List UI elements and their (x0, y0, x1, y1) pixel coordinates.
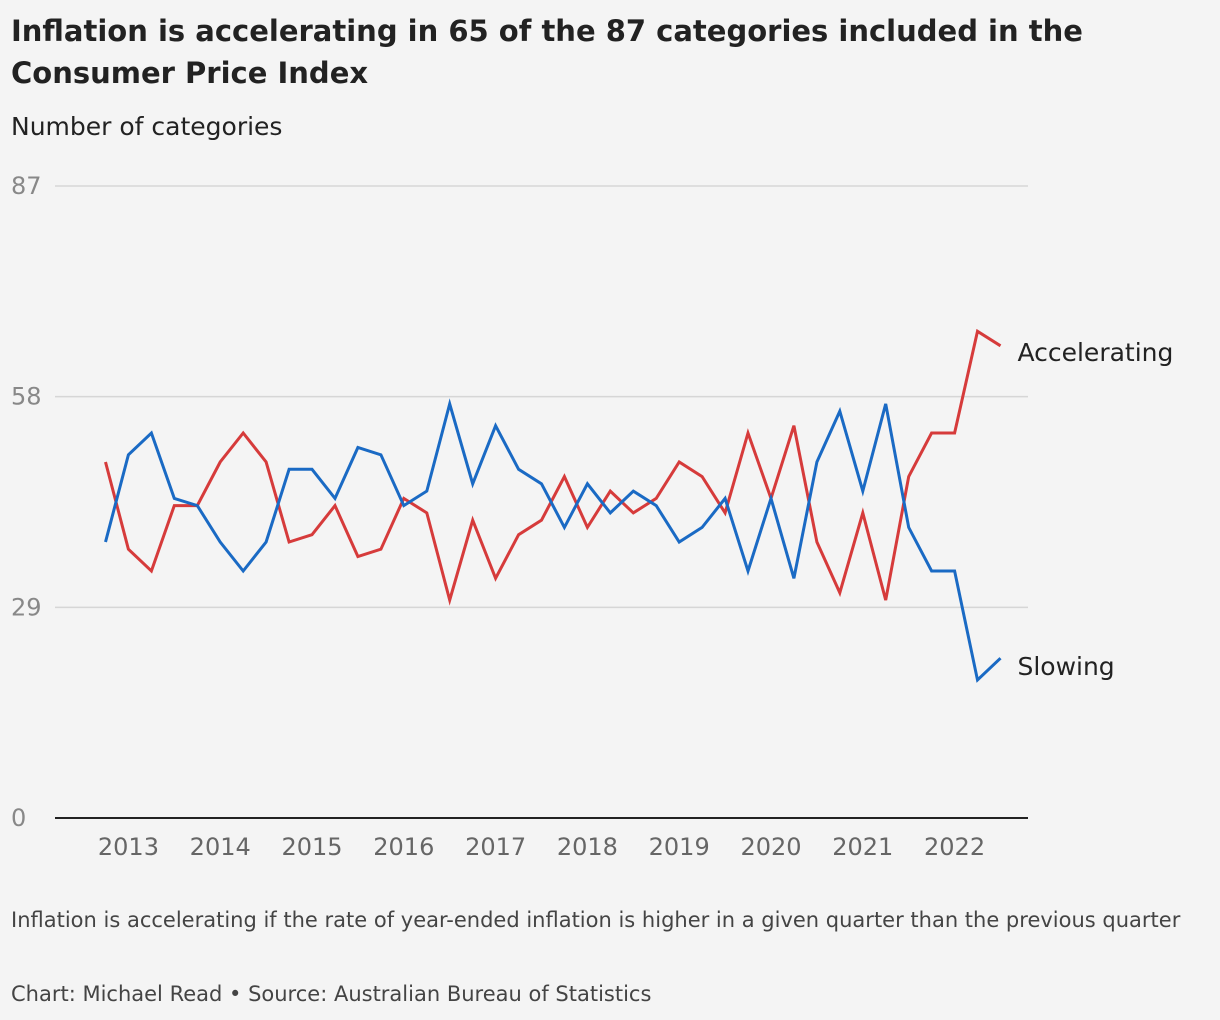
series-label-slowing: Slowing (1017, 652, 1114, 681)
x-tick-labels: 2013 2014 2015 2016 2017 2018 2019 2020 2021 2022 (98, 833, 985, 861)
y-axis-label: Number of categories (11, 112, 283, 141)
x-tick-label: 2015 (281, 833, 342, 861)
x-tick-label: 2014 (190, 833, 251, 861)
x-tick-label: 2013 (98, 833, 159, 861)
y-tick-labels: 0 29 58 87 (11, 172, 42, 832)
y-tick-label: 87 (11, 172, 42, 200)
series-labels: Accelerating Slowing (1017, 338, 1173, 681)
chart-title: Inflation is accelerating in 65 of the 8… (11, 14, 1083, 90)
series-line-slowing (104, 398, 1002, 683)
x-tick-label: 2018 (557, 833, 618, 861)
y-tick-label: 0 (11, 804, 26, 832)
x-tick-label: 2016 (373, 833, 434, 861)
y-tick-label: 58 (11, 383, 42, 411)
x-tick-label: 2017 (465, 833, 526, 861)
x-tick-label: 2019 (649, 833, 710, 861)
gridlines (55, 185, 1028, 819)
series-lines (104, 328, 1002, 683)
x-tick-label: 2020 (740, 833, 801, 861)
line-chart: 0 29 58 87 2013 2014 2015 2016 2017 2018 2019 2020… (11, 172, 1173, 861)
series-label-accelerating: Accelerating (1017, 338, 1173, 367)
x-tick-label: 2021 (832, 833, 893, 861)
y-tick-label: 29 (11, 593, 42, 621)
source-credit: Chart: Michael Read • Source: Australian… (11, 982, 652, 1006)
series-line-accelerating (104, 328, 1002, 606)
x-tick-label: 2022 (924, 833, 985, 861)
footnote: Inflation is accelerating if the rate of… (11, 908, 1181, 932)
